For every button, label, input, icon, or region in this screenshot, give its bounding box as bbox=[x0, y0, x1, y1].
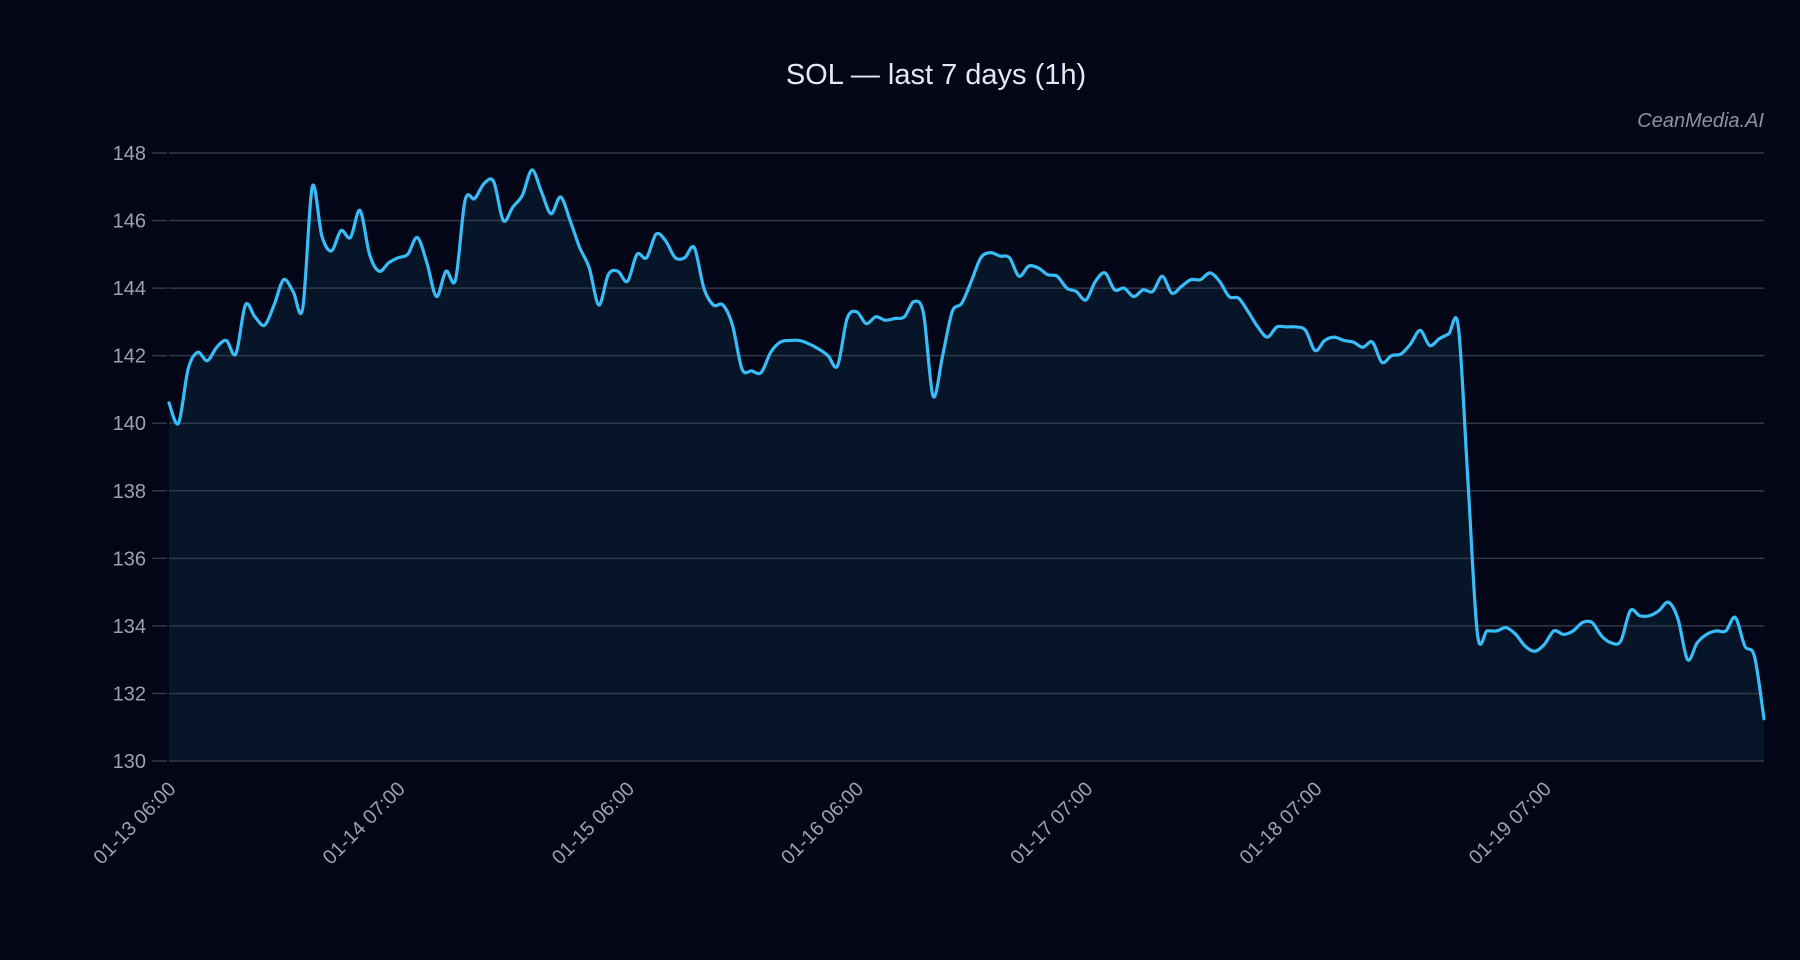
chart-title: SOL — last 7 days (1h) bbox=[786, 59, 1086, 91]
y-tick-label: 132 bbox=[113, 683, 146, 705]
price-line bbox=[167, 168, 1766, 721]
y-tick-label: 142 bbox=[113, 346, 146, 368]
y-tick-label: 148 bbox=[113, 143, 146, 165]
y-tick-label: 138 bbox=[113, 481, 146, 503]
y-tick-label: 136 bbox=[113, 548, 146, 570]
price-area-fill bbox=[169, 169, 1764, 762]
y-tick-label: 146 bbox=[113, 211, 146, 233]
y-axis: 130 132 134 136 138 140 142 144 146 148 bbox=[113, 143, 167, 773]
gridlines bbox=[169, 152, 1764, 762]
y-tick-label: 134 bbox=[113, 616, 146, 638]
y-tick-label: 130 bbox=[113, 751, 146, 773]
y-tick-label: 140 bbox=[113, 413, 146, 435]
y-tick-label: 144 bbox=[113, 278, 146, 300]
watermark: CeanMedia.AI bbox=[1637, 110, 1764, 132]
